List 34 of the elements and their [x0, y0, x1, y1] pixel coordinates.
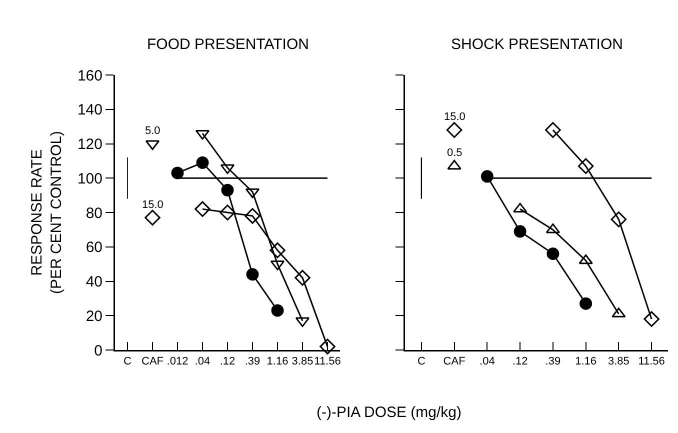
x-tick-label: 3.85 [608, 356, 630, 368]
x-tick-label: C [417, 356, 426, 368]
y-tick-label: 20 [86, 308, 102, 325]
annotation: 5.0 [145, 125, 160, 137]
y-tick-label: 80 [86, 204, 102, 222]
x-axis-title: (-)-PIA DOSE (mg/kg) [315, 404, 462, 421]
x-tick-label: C [124, 356, 132, 368]
y-tick-label: 160 [77, 67, 102, 84]
annotation: 15.0 [444, 111, 466, 123]
x-tick-label: .12 [220, 356, 236, 368]
x-tick-label: .04 [480, 356, 495, 368]
x-tick-label: 1.16 [266, 356, 288, 368]
y-tick-label: 40 [86, 274, 102, 290]
x-tick-label: .39 [244, 356, 260, 368]
y-tick-label: 140 [77, 102, 102, 119]
x-tick-label: .12 [512, 356, 528, 368]
x-tick-label: 1.16 [575, 356, 597, 368]
y-tick-label: 120 [77, 136, 102, 153]
y-axis-title: RESPONSE RATE (PER CENT CONTROL) [28, 130, 65, 294]
y-tick-label: 60 [86, 239, 102, 256]
x-tick-label: .04 [194, 356, 210, 368]
x-tick-label: 11.56 [638, 356, 665, 368]
x-tick-label: .012 [166, 356, 188, 368]
x-tick-label: 11.56 [314, 356, 341, 368]
x-tick-label: 3.85 [292, 356, 314, 368]
annotation: 15.0 [142, 199, 164, 211]
chart-title: FOOD PRESENTATION [147, 36, 309, 53]
chart-title: SHOCK PRESENTATION [451, 36, 623, 53]
y-tick-label: 100 [77, 170, 102, 188]
annotation: 0.5 [447, 147, 462, 159]
x-tick-label: CAF [443, 356, 466, 368]
x-tick-label: .39 [545, 356, 561, 368]
x-tick-label: CAF [142, 356, 164, 368]
y-tick-label: 0 [94, 342, 102, 360]
